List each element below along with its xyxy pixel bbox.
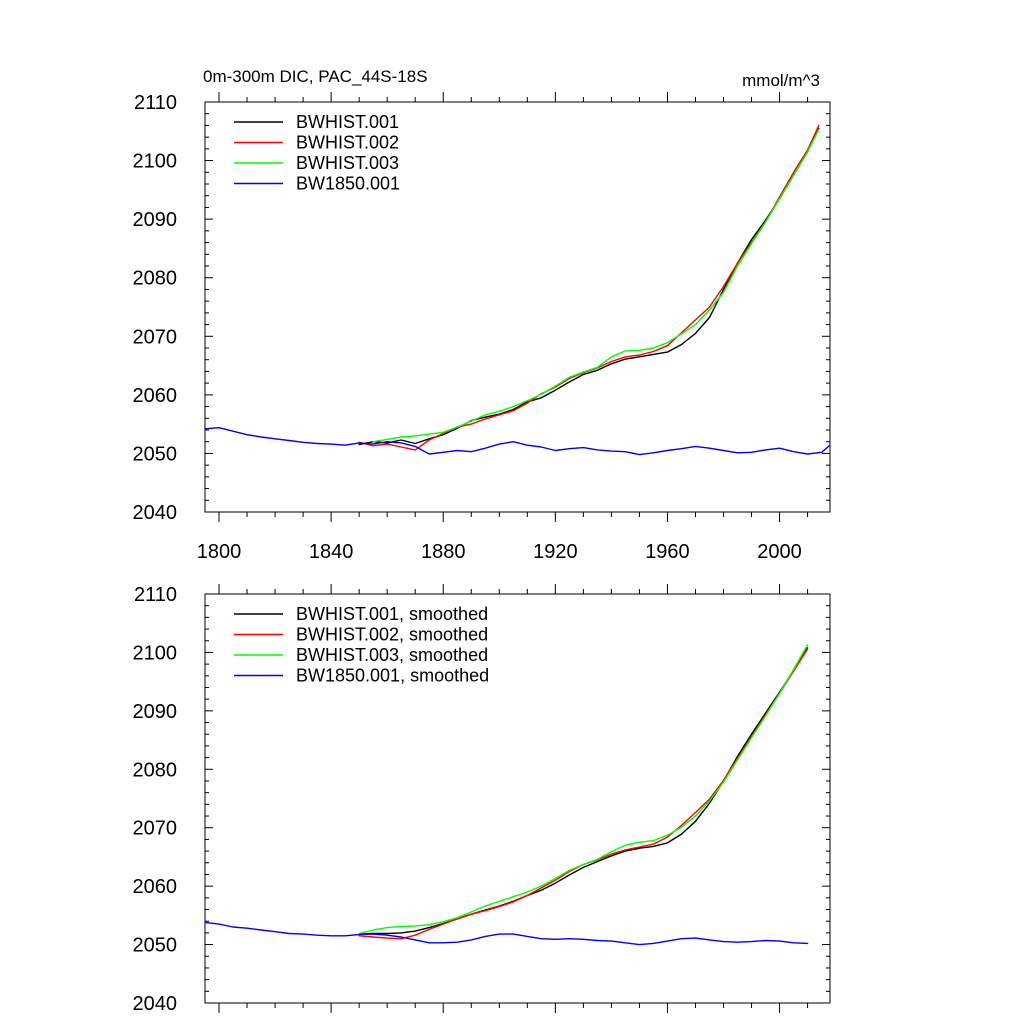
- x-tick-label: 1960: [645, 541, 690, 563]
- y-tick-label: 2050: [133, 935, 178, 957]
- x-tick-label: 1840: [309, 541, 354, 563]
- y-tick-label: 2110: [134, 584, 177, 606]
- x-tick-label: 1880: [421, 541, 466, 563]
- plot-frame: [204, 593, 831, 1004]
- x-tick-label: 1920: [533, 541, 578, 563]
- legend-label: BWHIST.001: [296, 112, 399, 132]
- legend-label: BWHIST.001, smoothed: [296, 604, 488, 624]
- plot-frame: [204, 101, 831, 513]
- series-line-0: [358, 127, 820, 446]
- legend-label: BW1850.001: [296, 174, 400, 194]
- x-tick-label: 2000: [757, 541, 802, 563]
- bottom-panel: 2040 2050 2060 2070 2080 2090 2100 2110 BWHIST.0…: [133, 584, 831, 1015]
- y-tick-label: 2090: [133, 209, 178, 231]
- y-tick-label: 2090: [133, 701, 178, 723]
- series-line-2: [358, 644, 809, 935]
- y-tick-label: 2040: [133, 993, 178, 1015]
- y-tick-label: 2100: [133, 151, 178, 173]
- series-line-0: [358, 647, 809, 935]
- top-panel: 2040 2050 2060 2070 2080 2090 2100 2110 1800 1840…: [133, 92, 831, 563]
- legend-label: BWHIST.003: [296, 153, 399, 173]
- y-tick-label: 2100: [133, 642, 178, 664]
- series-line-1: [358, 124, 820, 451]
- legend-label: BWHIST.003, smoothed: [296, 645, 488, 665]
- series-line-3: [204, 921, 809, 946]
- series-line-2: [372, 128, 820, 443]
- chart-title: 0m-300m DIC, PAC_44S-18S: [203, 67, 428, 86]
- series-line-1: [358, 648, 809, 940]
- legend-label: BWHIST.002: [296, 133, 399, 153]
- y-tick-label: 2040: [133, 502, 178, 524]
- y-tick-label: 2050: [133, 443, 178, 465]
- y-tick-label: 2060: [133, 876, 178, 898]
- y-tick-label: 2080: [133, 759, 178, 781]
- legend-label: BWHIST.002, smoothed: [296, 625, 488, 645]
- y-tick-label: 2070: [133, 326, 178, 348]
- y-tick-label: 2070: [133, 818, 178, 840]
- legend-label: BW1850.001, smoothed: [296, 666, 489, 686]
- y-tick-label: 2060: [133, 385, 178, 407]
- x-tick-label: 1800: [197, 541, 242, 563]
- units-label: mmol/m^3: [742, 71, 820, 90]
- y-tick-label: 2080: [133, 268, 178, 290]
- series-line-3: [204, 427, 831, 456]
- y-tick-label: 2110: [134, 92, 177, 114]
